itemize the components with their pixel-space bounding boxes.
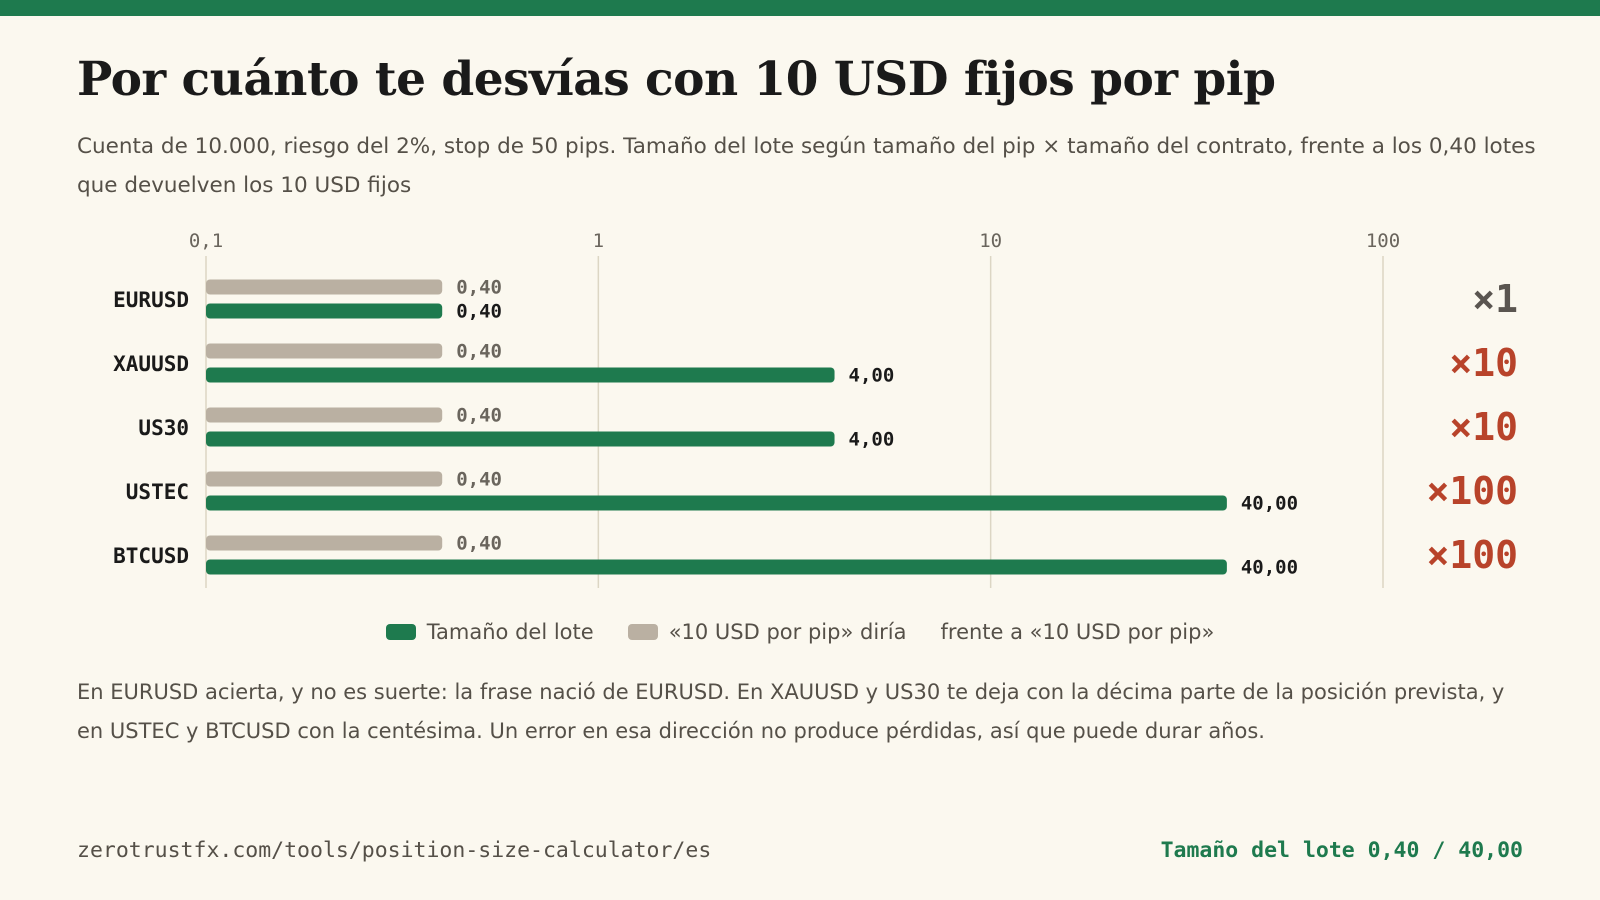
bar-label-lot-ustec: 40,00 xyxy=(1241,493,1298,515)
legend-label-ratio: frente a «10 USD por pip» xyxy=(940,620,1215,644)
category-label-ustec: USTEC xyxy=(126,480,189,504)
chart-legend: Tamaño del lote «10 USD por pip» diría f… xyxy=(0,620,1600,644)
category-label-eurusd: EURUSD xyxy=(113,288,189,312)
category-label-us30: US30 xyxy=(138,416,189,440)
footer-url[interactable]: zerotrustfx.com/tools/position-size-calc… xyxy=(77,838,712,863)
bar-label-rule-us30: 0,40 xyxy=(456,405,502,427)
x-tick-label-0-1: 0,1 xyxy=(189,230,223,252)
chart-note: En EURUSD acierta, y no es suerte: la fr… xyxy=(77,680,1505,743)
x-tick-label-1: 1 xyxy=(593,230,604,252)
legend-swatch-lot xyxy=(385,624,416,640)
x-tick-label-100: 100 xyxy=(1366,230,1400,252)
ratio-label-xauusd: ×10 xyxy=(1449,341,1518,385)
bar-label-lot-xauusd: 4,00 xyxy=(849,365,895,387)
bar-label-rule-eurusd: 0,40 xyxy=(456,277,502,299)
category-label-xauusd: XAUUSD xyxy=(113,352,189,376)
bar-lot-btcusd xyxy=(206,559,1227,575)
ratio-label-btcusd: ×100 xyxy=(1426,533,1518,577)
bar-rule-btcusd xyxy=(206,535,443,551)
ratio-label-ustec: ×100 xyxy=(1426,469,1518,513)
legend-label-lot: Tamaño del lote xyxy=(426,620,594,644)
bar-rule-us30 xyxy=(206,407,443,423)
ratio-label-eurusd: ×1 xyxy=(1472,277,1518,321)
bar-rule-xauusd xyxy=(206,343,443,359)
legend-item-rule: «10 USD por pip» diría xyxy=(627,620,907,644)
bar-label-lot-btcusd: 40,00 xyxy=(1241,557,1298,579)
ratio-label-us30: ×10 xyxy=(1449,405,1518,449)
top-accent-bar xyxy=(0,0,1600,16)
bar-lot-xauusd xyxy=(206,367,835,383)
bar-label-rule-btcusd: 0,40 xyxy=(456,533,502,555)
bar-label-rule-ustec: 0,40 xyxy=(456,469,502,491)
bar-rule-eurusd xyxy=(206,279,443,295)
footer-tag: Tamaño del lote 0,40 / 40,00 xyxy=(1160,838,1523,863)
page-subtitle: Cuenta de 10.000, riesgo del 2%, stop de… xyxy=(77,134,1536,198)
bar-label-lot-us30: 4,00 xyxy=(849,429,895,451)
legend-item-ratio: frente a «10 USD por pip» xyxy=(941,620,1215,644)
bar-label-lot-eurusd: 0,40 xyxy=(456,301,502,323)
page-title: Por cuánto te desvías con 10 USD fijos p… xyxy=(77,52,1276,107)
x-tick-label-10: 10 xyxy=(979,230,1002,252)
legend-swatch-rule xyxy=(627,624,658,640)
category-label-btcusd: BTCUSD xyxy=(113,544,189,568)
bar-label-rule-xauusd: 0,40 xyxy=(456,341,502,363)
bar-lot-eurusd xyxy=(206,303,443,319)
bar-rule-ustec xyxy=(206,471,443,487)
bar-lot-ustec xyxy=(206,495,1227,511)
bar-lot-us30 xyxy=(206,431,835,447)
legend-item-lot: Tamaño del lote xyxy=(385,620,594,644)
legend-label-rule: «10 USD por pip» diría xyxy=(668,620,907,644)
